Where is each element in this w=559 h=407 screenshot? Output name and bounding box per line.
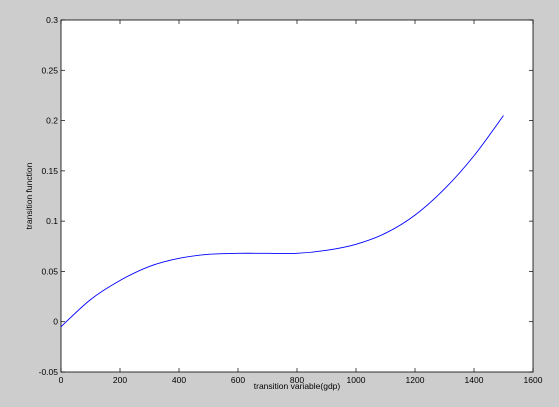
y-tick-label: 0.15 xyxy=(41,166,58,176)
y-ticks: -0.05 0 0.05 0.1 0.15 0.2 0.25 0.3 xyxy=(39,15,533,377)
x-tick-label: 0 xyxy=(59,375,64,385)
x-tick-label: 1000 xyxy=(347,375,366,385)
y-axis-label: transition function xyxy=(24,162,34,229)
y-tick-label: -0.05 xyxy=(39,367,59,377)
x-tick-label: 1200 xyxy=(406,375,425,385)
x-tick-label: 200 xyxy=(113,375,127,385)
series-line xyxy=(60,115,504,328)
y-tick-label: 0.25 xyxy=(41,65,58,75)
x-tick-label: 800 xyxy=(290,375,304,385)
y-tick-label: 0.1 xyxy=(46,216,58,226)
x-tick-label: 400 xyxy=(172,375,186,385)
y-tick-label: 0.2 xyxy=(46,116,58,126)
y-tick-label: 0.3 xyxy=(46,15,58,25)
y-tick-label: 0 xyxy=(53,317,58,327)
x-tick-label: 600 xyxy=(231,375,245,385)
x-tick-label: 1400 xyxy=(465,375,484,385)
x-ticks: 0 200 400 600 800 1000 1200 1400 1600 xyxy=(59,20,543,385)
x-tick-label: 1600 xyxy=(524,375,543,385)
plot-area xyxy=(60,19,534,373)
y-tick-label: 0.05 xyxy=(41,266,58,276)
x-axis-label: transition variable(gdp) xyxy=(254,381,341,391)
